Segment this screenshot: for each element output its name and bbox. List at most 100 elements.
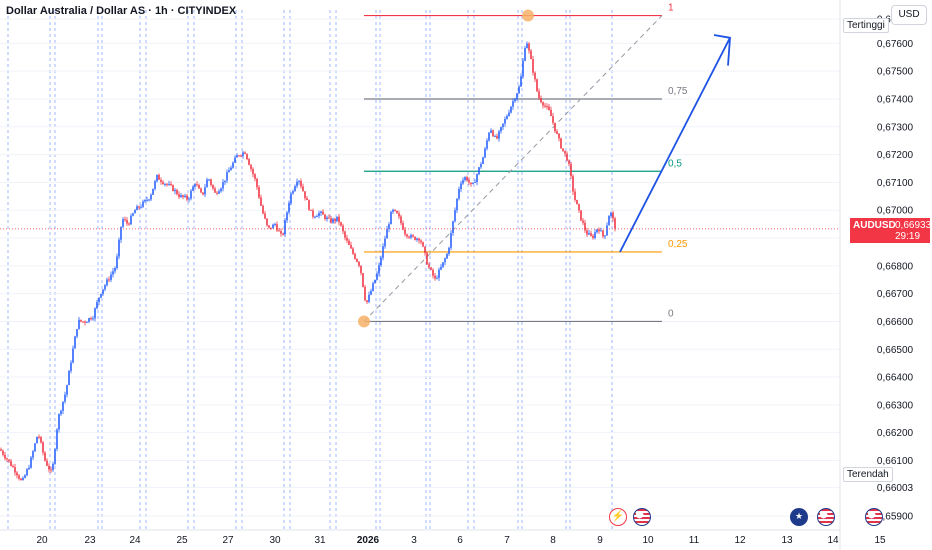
candle-down: [266, 218, 268, 226]
candle-down: [466, 177, 468, 181]
candle-up: [116, 256, 118, 268]
candle-down: [360, 265, 362, 274]
candle-down: [178, 194, 180, 197]
candle-up: [74, 336, 76, 349]
time-tick-label: 20: [36, 535, 48, 546]
candle-up: [94, 308, 96, 319]
candle-down: [408, 236, 410, 238]
candle-up: [156, 174, 158, 182]
projection-arrow-line: [619, 37, 731, 253]
time-tick-label: 6: [457, 535, 463, 546]
candle-up: [520, 76, 522, 87]
candle-down: [404, 229, 406, 235]
candle-down: [8, 459, 10, 462]
candle-up: [316, 216, 318, 218]
candle-down: [550, 109, 552, 117]
candle-down: [312, 210, 314, 217]
candle-up: [148, 199, 150, 201]
candle-down: [302, 186, 304, 192]
candle-up: [494, 136, 496, 138]
candle-up: [388, 224, 390, 230]
candle-down: [310, 209, 312, 211]
candle-down: [424, 246, 426, 254]
candle-up: [68, 370, 70, 386]
candle-up: [230, 167, 232, 171]
candle-up: [502, 123, 504, 128]
time-tick-label: 12: [734, 535, 746, 546]
candle-up: [224, 180, 226, 183]
candle-down: [426, 253, 428, 265]
candle-down: [20, 478, 22, 481]
price-tick-label: 0,67300: [877, 122, 914, 133]
candle-up: [486, 140, 488, 149]
price-tick-label: 0,66400: [877, 373, 914, 384]
candle-down: [90, 318, 92, 320]
candle-up: [436, 277, 438, 279]
candle-down: [468, 180, 470, 183]
candle-down: [400, 216, 402, 224]
candle-up: [284, 220, 286, 235]
candle-up: [52, 463, 54, 471]
candle-up: [236, 155, 238, 158]
candle-down: [598, 229, 600, 232]
candle-down: [278, 230, 280, 232]
candle-up: [290, 193, 292, 204]
candle-down: [558, 133, 560, 139]
candle-up: [314, 216, 316, 218]
candle-down: [38, 436, 40, 438]
candle-down: [128, 223, 130, 225]
candle-up: [452, 221, 454, 234]
time-tick-label: 3: [411, 535, 417, 546]
au-flag-icon[interactable]: [790, 508, 808, 526]
candle-down: [614, 218, 616, 229]
candle-up: [104, 285, 106, 290]
us-flag-icon[interactable]: [817, 508, 835, 526]
candle-down: [344, 231, 346, 238]
candle-down: [536, 79, 538, 92]
candle-down: [354, 253, 356, 259]
candle-down: [544, 105, 546, 107]
candle-down: [590, 233, 592, 236]
candle-up: [292, 191, 294, 194]
candle-up: [130, 215, 132, 225]
candle-up: [24, 475, 26, 478]
candle-up: [516, 93, 518, 100]
fib-level-label: 0,5: [668, 158, 682, 169]
candles: [0, 41, 616, 481]
time-tick-label: 25: [176, 535, 188, 546]
price-tick-label: 0,66300: [877, 400, 914, 411]
candle-down: [328, 217, 330, 219]
us-flag-icon[interactable]: [633, 508, 651, 526]
time-axis[interactable]: 20 23 24 25 27 30 31 2026 3 6 7 8 9 10 11 12 13 14 15: [0, 529, 886, 546]
fibonacci-retracement[interactable]: 1 0,75 0,5 0,25 0: [358, 3, 688, 328]
candle-down: [470, 182, 472, 184]
candle-down: [432, 269, 434, 276]
candle-up: [66, 385, 68, 395]
candle-down: [540, 97, 542, 103]
price-tick-label: 0,67600: [877, 39, 914, 50]
candle-up: [136, 206, 138, 211]
price-tick-label: 0,67400: [877, 94, 914, 105]
lightning-icon[interactable]: ⚡: [609, 508, 627, 526]
price-tick-label: 0,66500: [877, 345, 914, 356]
time-tick-label: 23: [84, 535, 96, 546]
candle-down: [330, 218, 332, 223]
candle-down: [186, 195, 188, 200]
candle-up: [132, 213, 134, 216]
price-tick-label: 0,67500: [877, 67, 914, 78]
candle-down: [570, 163, 572, 177]
candle-up: [30, 457, 32, 468]
candle-up: [58, 414, 60, 430]
candle-down: [200, 188, 202, 193]
candle-down: [552, 116, 554, 123]
candle-down: [346, 237, 348, 241]
candle-down: [420, 240, 422, 243]
us-flag-icon[interactable]: [865, 508, 883, 526]
candle-up: [144, 199, 146, 202]
candle-up: [464, 177, 466, 181]
candle-down: [422, 242, 424, 247]
currency-button[interactable]: USD: [891, 5, 927, 25]
price-axis[interactable]: 0,65900 0,66003 0,66100 0,66200 0,66300 0,664…: [839, 0, 914, 550]
candle-down: [80, 319, 82, 322]
